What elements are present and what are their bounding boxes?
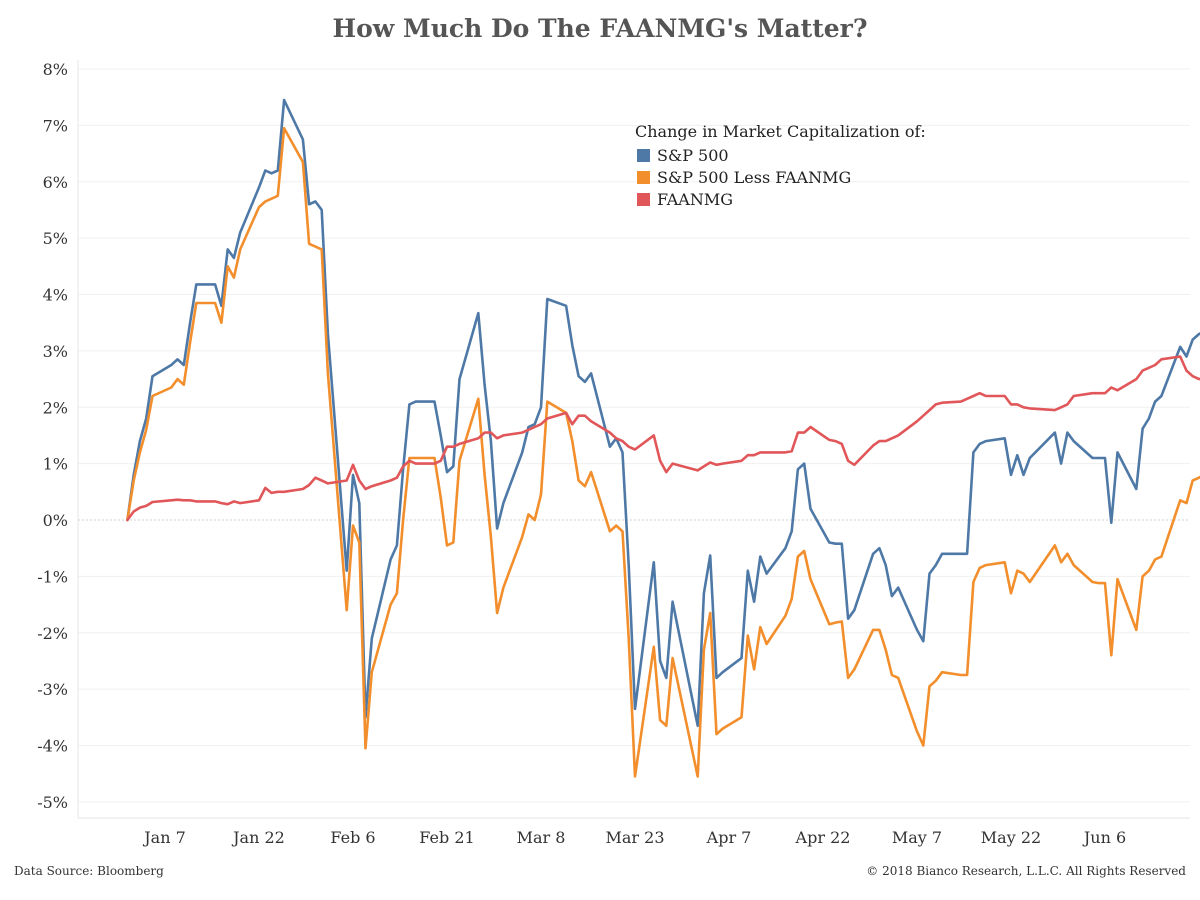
y-tick-label: 2% [43, 398, 68, 417]
x-tick-label: Mar 23 [605, 828, 664, 847]
legend-label-faanmg: FAANMG [657, 189, 733, 209]
y-tick-label: 4% [43, 286, 68, 305]
series-line-faanmg [126, 355, 1200, 522]
series-line-s-p-500 [126, 98, 1200, 728]
series-line-s-p-500-less-faanmg [126, 126, 1200, 778]
x-tick-label: May 7 [892, 828, 942, 847]
y-tick-label: -1% [37, 567, 68, 586]
legend-title: Change in Market Capitalization of: [635, 122, 926, 141]
axes: 8% 7% 6% 5% 4% 3% 2% 1% 0% -1% -2% -3% -4% -5% Jan 7 Ja… [37, 60, 1190, 847]
legend-item-faanmg[interactable]: FAANMG [635, 188, 926, 210]
x-tick-label: Jan 7 [142, 828, 186, 847]
y-tick-label: 0% [43, 511, 68, 530]
copyright-note: © 2018 Bianco Research, L.L.C. All Right… [866, 864, 1186, 878]
y-tick-label: 7% [43, 116, 68, 135]
y-tick-label: 3% [43, 342, 68, 361]
legend-label-sp500: S&P 500 [657, 145, 729, 165]
series-lines [126, 98, 1200, 778]
y-tick-label: -4% [37, 737, 68, 756]
legend-item-sp500[interactable]: S&P 500 [635, 144, 926, 166]
x-tick-label: May 22 [981, 828, 1041, 847]
y-tick-label: -3% [37, 680, 68, 699]
legend-swatch-sp500-less-faanmg [637, 170, 650, 184]
x-tick-label: Apr 22 [795, 828, 851, 847]
x-tick-label: Jun 6 [1082, 828, 1126, 847]
x-tick-label: Mar 8 [517, 828, 566, 847]
legend: Change in Market Capitalization of: S&P … [635, 122, 926, 210]
x-tick-label: Apr 7 [706, 828, 752, 847]
y-tick-label: 5% [43, 229, 68, 248]
data-source-note: Data Source: Bloomberg [14, 864, 164, 878]
legend-swatch-faanmg [637, 192, 650, 206]
y-tick-label: 1% [43, 455, 68, 474]
x-tick-label: Feb 21 [419, 828, 474, 847]
gridlines [78, 68, 1190, 803]
x-tick-label: Jan 22 [231, 828, 285, 847]
legend-swatch-sp500 [637, 148, 650, 162]
legend-item-sp500-less-faanmg[interactable]: S&P 500 Less FAANMG [635, 166, 926, 188]
y-tick-label: -5% [37, 793, 68, 812]
y-tick-label: 8% [43, 60, 68, 79]
x-tick-label: Feb 6 [330, 828, 375, 847]
legend-label-sp500-less-faanmg: S&P 500 Less FAANMG [657, 167, 852, 187]
y-tick-label: -2% [37, 624, 68, 643]
y-tick-label: 6% [43, 173, 68, 192]
chart-title: How Much Do The FAANMG's Matter? [332, 14, 868, 43]
